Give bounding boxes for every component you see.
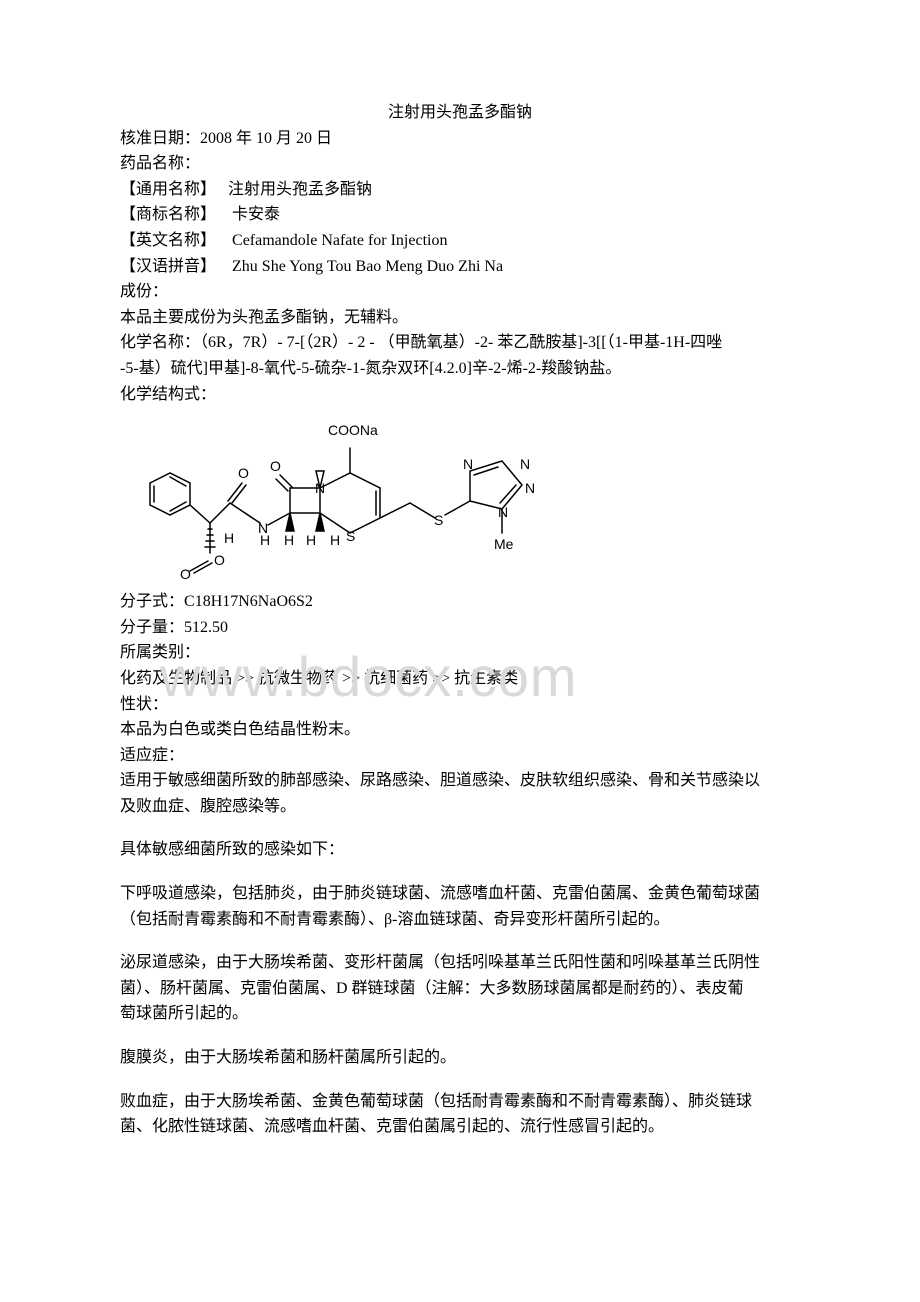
appearance-label: 性状： <box>120 692 800 718</box>
para2-line1: 泌尿道感染，由于大肠埃希菌、变形杆菌属（包括吲哚基革兰氏阳性菌和吲哚基革兰氏阴性 <box>120 950 800 976</box>
drug-name-label: 药品名称： <box>120 151 800 177</box>
generic-value: 注射用头孢孟多酯钠 <box>228 181 372 198</box>
specific-label: 具体敏感细菌所致的感染如下： <box>120 837 800 863</box>
n-tz-2-label: N <box>520 456 530 472</box>
mw-label: 分子量： <box>120 619 184 636</box>
formula-value: C18H17N6NaO6S2 <box>184 593 313 610</box>
appearance-value: 本品为白色或类白色结晶性粉末。 <box>120 717 800 743</box>
s-chain-label: S <box>434 512 443 528</box>
para3: 腹膜炎，由于大肠埃希菌和肠杆菌属所引起的。 <box>120 1045 800 1071</box>
approval-date: 核准日期：2008 年 10 月 20 日 <box>120 126 800 152</box>
chem-name-line1: 化学名称：（6R，7R）- 7-[（2R）- 2 - （甲酰氧基）-2- 苯乙酰… <box>120 330 800 356</box>
pinyin-line: 【汉语拼音】 Zhu She Yong Tou Bao Meng Duo Zhi… <box>120 254 800 280</box>
formula-label: 分子式： <box>120 593 184 610</box>
chem-name-line2: -5-基）硫代]甲基]-8-氧代-5-硫杂-1-氮杂双环[4.2.0]辛-2-烯… <box>120 356 800 382</box>
english-value: Cefamandole Nafate for Injection <box>232 232 447 249</box>
mw-value: 512.50 <box>184 619 228 636</box>
english-label: 【英文名称】 <box>120 232 216 249</box>
trade-label: 【商标名称】 <box>120 206 216 223</box>
h1-label: H <box>224 530 234 546</box>
o-label-3: O <box>180 566 191 582</box>
formula-line: 分子式：C18H17N6NaO6S2 <box>120 589 800 615</box>
generic-label: 【通用名称】 <box>120 181 216 198</box>
o-label-2: O <box>238 465 249 481</box>
h2-label: H <box>260 532 270 548</box>
coona-label: COONa <box>328 422 378 438</box>
para1-line2: （包括耐青霉素酶和不耐青霉素酶）、β-溶血链球菌、奇异变形杆菌所引起的。 <box>120 907 800 933</box>
trade-value: 卡安泰 <box>232 206 280 223</box>
n-lactam-label: N <box>315 480 325 496</box>
english-name-line: 【英文名称】 Cefamandole Nafate for Injection <box>120 228 800 254</box>
ingredients-text: 本品主要成份为头孢孟多酯钠，无辅料。 <box>120 305 800 331</box>
n-tz-4-label: N <box>498 504 508 520</box>
para2-line3: 萄球菌所引起的。 <box>120 1001 800 1027</box>
o-label-4: O <box>214 552 225 568</box>
structure-label: 化学结构式： <box>120 382 800 408</box>
indication-label: 适应症： <box>120 743 800 769</box>
para1-line1: 下呼吸道感染，包括肺炎，由于肺炎链球菌、流感嗜血杆菌、克雷伯菌属、金黄色葡萄球菌 <box>120 881 800 907</box>
h5-label: H <box>330 532 340 548</box>
indication-line1: 适用于敏感细菌所致的肺部感染、尿路感染、胆道感染、皮肤软组织感染、骨和关节感染以 <box>120 768 800 794</box>
s-ring-label: S <box>346 528 355 544</box>
o-label-1: O <box>270 458 281 474</box>
me-label: Me <box>494 536 514 552</box>
category-value: 化药及生物制品 >> 抗微生物药 >> 抗细菌药 >> 抗生素类 <box>120 666 800 692</box>
n-tz-3-label: N <box>525 480 535 496</box>
pinyin-value: Zhu She Yong Tou Bao Meng Duo Zhi Na <box>232 258 503 275</box>
mw-line: 分子量：512.50 <box>120 615 800 641</box>
ingredients-label: 成份： <box>120 279 800 305</box>
para4-line1: 败血症，由于大肠埃希菌、金黄色葡萄球菌（包括耐青霉素酶和不耐青霉素酶）、肺炎链球 <box>120 1089 800 1115</box>
h3-label: H <box>284 532 294 548</box>
category-label: 所属类别： <box>120 640 800 666</box>
pinyin-label: 【汉语拼音】 <box>120 258 216 275</box>
document-title: 注射用头孢孟多酯钠 <box>120 100 800 126</box>
trade-name-line: 【商标名称】 卡安泰 <box>120 202 800 228</box>
generic-name-line: 【通用名称】 注射用头孢孟多酯钠 <box>120 177 800 203</box>
indication-line2: 及败血症、腹腔感染等。 <box>120 794 800 820</box>
n-tz-1-label: N <box>463 456 473 472</box>
chemical-structure-diagram: COONa O O O O N N N N N N S S Me H H H H… <box>120 413 550 583</box>
para2-line2: 菌）、肠杆菌属、克雷伯菌属、D 群链球菌（注解：大多数肠球菌属都是耐药的）、表皮… <box>120 976 800 1002</box>
h4-label: H <box>306 532 316 548</box>
para4-line2: 菌、化脓性链球菌、流感嗜血杆菌、克雷伯菌属引起的、流行性感冒引起的。 <box>120 1114 800 1140</box>
